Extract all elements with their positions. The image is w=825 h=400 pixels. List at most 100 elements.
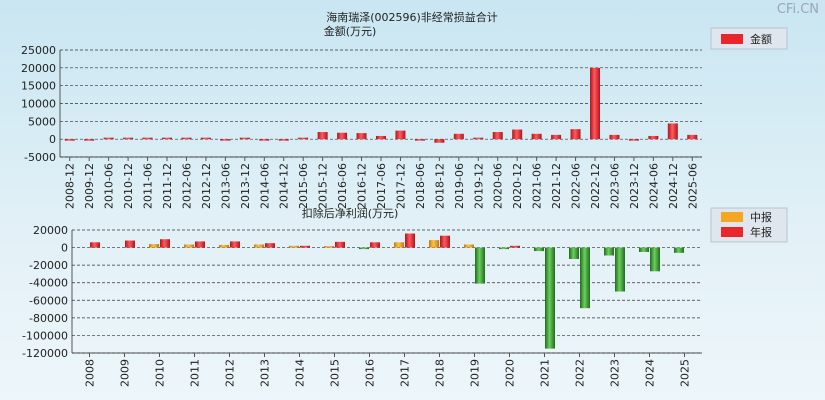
- top-chart: 海南瑞泽(002596)非经常损益合计 金额(万元) 25000 20000 150…: [21, 10, 788, 209]
- bar-年报-2023: [615, 247, 625, 292]
- bottom-chart: 扣除后净利润(万元) 20000 0 -20000 -40000 -60000 -8000…: [22, 206, 788, 387]
- bar-中报-2020: [499, 247, 509, 250]
- x-tick-label: 2022-12: [589, 163, 602, 209]
- y-tick-label: 20000: [21, 62, 56, 75]
- y-tick-label: -100000: [22, 329, 68, 342]
- top-chart-y-axis: 25000 20000 15000 10000 5000 0 -5000: [21, 44, 56, 164]
- bar-中报-2015: [324, 246, 334, 248]
- bar-年报-2016: [370, 242, 380, 248]
- x-tick-label: 2018: [434, 359, 447, 387]
- x-tick-label: 2010: [154, 359, 167, 387]
- bar-年报-2009: [125, 240, 135, 248]
- bar-年报-2020: [510, 245, 520, 248]
- x-tick-label: 2014-06: [258, 163, 271, 209]
- bar-金额-2019-12: [473, 137, 484, 140]
- legend-swatch-amount: [721, 34, 743, 44]
- y-tick-label: 15000: [21, 80, 56, 93]
- legend-label-amount: 金额: [750, 32, 772, 46]
- x-tick-label: 2016-12: [356, 163, 369, 209]
- bar-中报-2025: [674, 247, 684, 253]
- y-tick-label: -5000: [24, 151, 56, 164]
- bar-金额-2016-12: [356, 133, 367, 140]
- bar-金额-2011-06: [142, 137, 153, 140]
- bar-金额-2017-12: [395, 130, 406, 140]
- y-tick-label: -120000: [22, 347, 68, 360]
- y-tick-label: 5000: [28, 115, 56, 128]
- bar-金额-2013-06: [220, 139, 231, 141]
- x-tick-label: 2008-12: [64, 163, 77, 209]
- x-tick-label: 2017-06: [375, 163, 388, 209]
- bar-金额-2024-12: [667, 123, 678, 140]
- x-tick-label: 2022: [574, 359, 587, 387]
- bar-年报-2018: [440, 235, 450, 248]
- y-tick-label: -40000: [29, 277, 68, 290]
- y-tick-label: 10000: [21, 98, 56, 111]
- x-tick-label: 2012-12: [200, 163, 213, 209]
- x-tick-label: 2020: [504, 359, 517, 387]
- bar-年报-2011: [195, 241, 205, 248]
- bar-年报-2010: [160, 239, 170, 248]
- x-tick-label: 2021: [539, 359, 552, 387]
- top-chart-subtitle: 金额(万元): [324, 24, 377, 38]
- x-tick-label: 2015-12: [317, 163, 330, 209]
- y-tick-label: 0: [49, 133, 56, 146]
- x-tick-label: 2023-12: [628, 163, 641, 209]
- bar-金额-2013-12: [239, 137, 250, 140]
- y-tick-label: 20000: [33, 224, 68, 237]
- bar-金额-2022-06: [570, 129, 581, 140]
- y-tick-label: -80000: [29, 312, 68, 325]
- bar-年报-2008: [90, 242, 100, 248]
- bar-金额-2015-12: [317, 132, 328, 140]
- bar-金额-2021-06: [531, 133, 542, 140]
- x-tick-label: 2009-12: [83, 163, 96, 209]
- x-tick-label: 2014-12: [278, 163, 291, 209]
- bar-金额-2020-12: [512, 129, 523, 140]
- x-tick-label: 2023-06: [608, 163, 621, 209]
- x-tick-label: 2013-06: [219, 163, 232, 209]
- y-tick-label: -60000: [29, 294, 68, 307]
- x-tick-label: 2020-12: [511, 163, 524, 209]
- top-chart-bars: [64, 67, 698, 143]
- x-tick-label: 2024-06: [647, 163, 660, 209]
- bottom-chart-bars: [90, 233, 684, 349]
- bar-金额-2022-12: [590, 67, 600, 140]
- x-tick-label: 2019-06: [453, 163, 466, 209]
- x-tick-label: 2019: [469, 359, 482, 387]
- top-chart-title: 海南瑞泽(002596)非经常损益合计: [326, 10, 498, 24]
- bar-年报-2015: [335, 241, 345, 248]
- bar-中报-2018: [429, 240, 439, 248]
- x-tick-label: 2010-06: [103, 163, 116, 209]
- top-chart-x-axis: 2008-12 2009-12 2010-06 2010-12 2011-06 2011-…: [64, 157, 699, 209]
- bar-金额-2018-12: [434, 139, 445, 143]
- bar-金额-2016-06: [337, 132, 348, 140]
- bar-中报-2011: [184, 244, 194, 248]
- bar-金额-2008-12: [64, 139, 75, 141]
- x-tick-label: 2022-06: [570, 163, 583, 209]
- x-tick-label: 2009: [119, 359, 132, 387]
- x-tick-label: 2014: [294, 359, 307, 387]
- bar-金额-2023-06: [609, 134, 620, 140]
- x-tick-label: 2021-06: [531, 163, 544, 209]
- legend-swatch-annual: [721, 227, 743, 237]
- bar-中报-2014: [289, 245, 299, 248]
- bar-中报-2017: [394, 242, 404, 248]
- x-tick-label: 2011-06: [142, 163, 155, 209]
- bar-金额-2023-12: [628, 139, 639, 141]
- bar-金额-2017-06: [376, 135, 386, 140]
- bar-金额-2010-12: [123, 137, 134, 140]
- x-tick-label: 2025: [679, 359, 692, 387]
- bar-年报-2024: [650, 247, 660, 272]
- bar-年报-2013: [265, 243, 275, 248]
- bar-金额-2014-06: [259, 139, 270, 141]
- x-tick-label: 2018-06: [414, 163, 427, 209]
- y-tick-label: -20000: [29, 259, 68, 272]
- bar-金额-2019-06: [453, 133, 464, 140]
- y-tick-label: 25000: [21, 44, 56, 57]
- bottom-chart-grid: [71, 229, 702, 354]
- bar-年报-2022: [580, 247, 590, 309]
- top-chart-legend: 金额: [710, 27, 788, 50]
- bottom-chart-title: 扣除后净利润(万元): [302, 206, 399, 220]
- x-tick-label: 2011: [189, 359, 202, 387]
- y-tick-label: 0: [61, 242, 68, 255]
